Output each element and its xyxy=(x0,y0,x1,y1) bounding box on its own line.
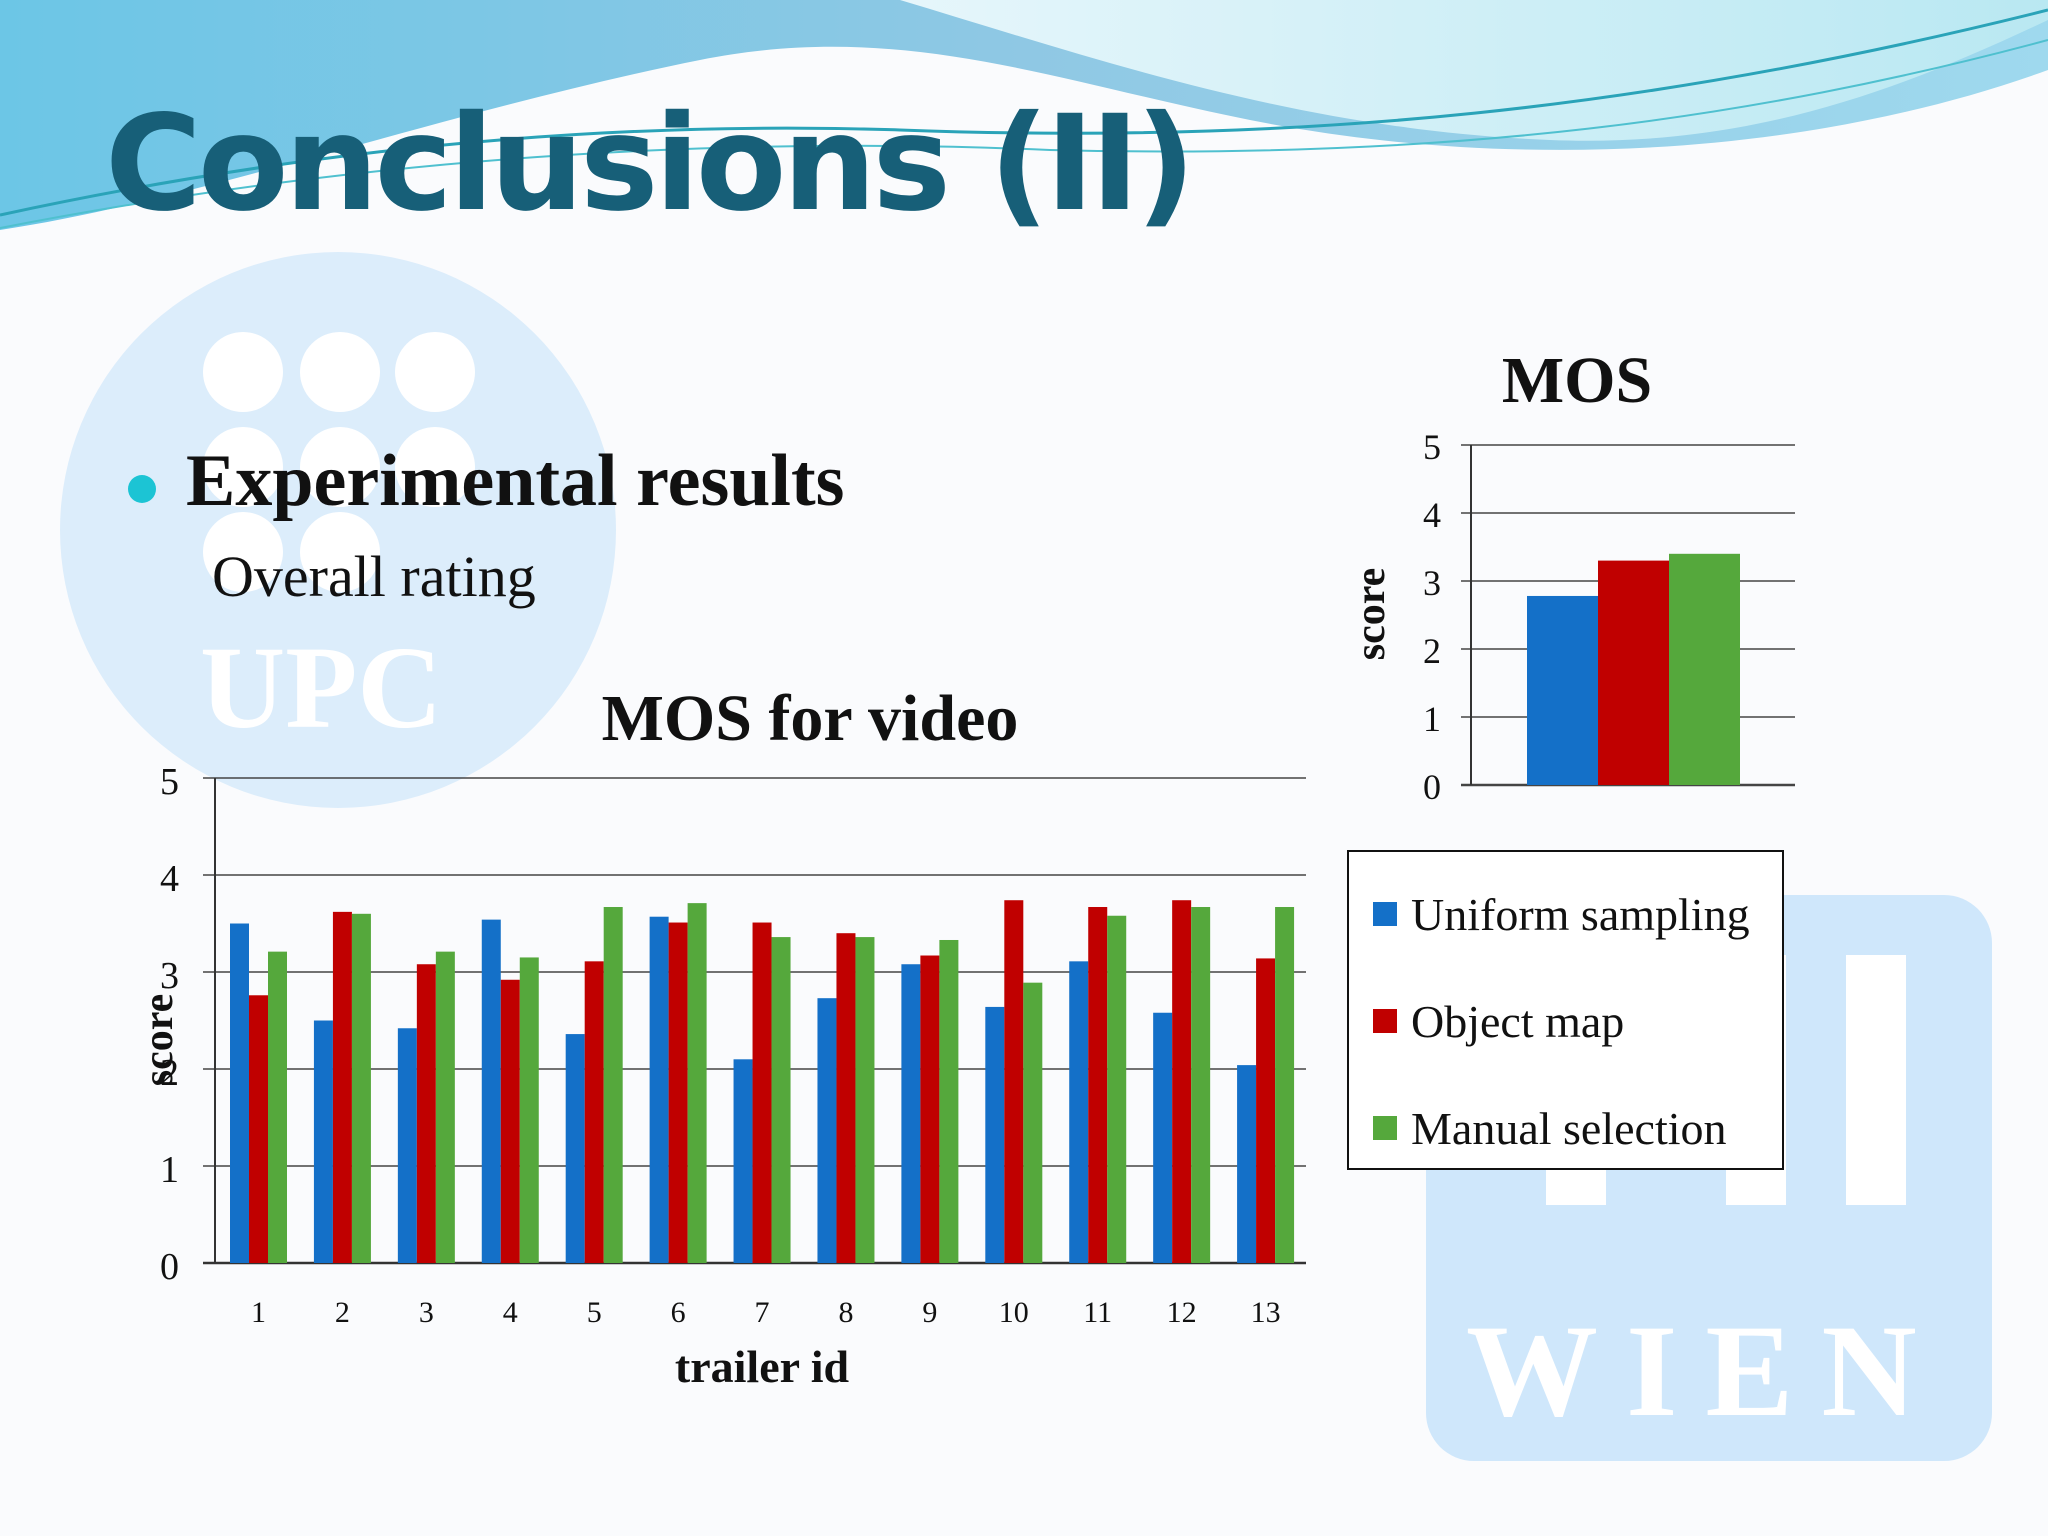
video-bar-object xyxy=(752,922,772,1263)
video-bar-object xyxy=(836,933,856,1263)
video-bar-uniform xyxy=(1069,961,1089,1263)
video-bar-uniform xyxy=(481,919,501,1263)
slide-title: Conclusions (II) xyxy=(105,87,1196,241)
header-wave-decoration xyxy=(0,0,2048,230)
video-xtick-label: 9 xyxy=(922,1296,937,1329)
legend-item-manual: Manual selection xyxy=(1373,1100,1727,1156)
video-xtick-label: 13 xyxy=(1251,1296,1281,1329)
video-bar-manual xyxy=(1107,915,1127,1263)
video-ytick-label: 0 xyxy=(160,1246,179,1288)
video-bar-manual xyxy=(435,951,455,1263)
video-bar-uniform xyxy=(565,1034,585,1263)
video-bar-uniform xyxy=(397,1028,417,1263)
video-bar-object xyxy=(584,961,604,1263)
upc-logo-text: UPC xyxy=(200,622,443,753)
chart-legend: Uniform sampling Object map Manual selec… xyxy=(1347,850,1784,1170)
video-chart-ylabel: score xyxy=(136,994,182,1087)
overall-ytick-label: 3 xyxy=(1423,563,1441,603)
legend-item-object: Object map xyxy=(1373,993,1624,1049)
video-bar-uniform xyxy=(901,964,921,1263)
video-bar-manual xyxy=(519,957,539,1263)
bullet-subtitle: Overall rating xyxy=(212,544,536,609)
video-bar-manual xyxy=(351,913,371,1263)
video-bar-object xyxy=(920,955,940,1263)
video-bar-uniform xyxy=(985,1006,1005,1263)
video-bar-object xyxy=(1256,958,1276,1263)
overall-ytick-label: 5 xyxy=(1423,427,1441,467)
video-bar-manual xyxy=(855,937,875,1263)
video-ytick-label: 3 xyxy=(160,955,179,997)
overall-bar-uniform xyxy=(1527,595,1598,785)
overall-ytick-label: 0 xyxy=(1423,767,1441,807)
legend-label-object: Object map xyxy=(1411,995,1625,1047)
video-ytick-label: 1 xyxy=(160,1149,179,1191)
bullet-heading: Experimental results xyxy=(186,440,845,522)
video-bar-object xyxy=(668,922,688,1263)
video-xtick-label: 11 xyxy=(1083,1296,1112,1329)
video-bar-object xyxy=(249,995,268,1263)
video-xtick-label: 12 xyxy=(1167,1296,1197,1329)
video-bar-uniform xyxy=(733,1059,753,1263)
video-bar-uniform xyxy=(649,916,669,1263)
video-chart-title: MOS for video xyxy=(602,682,1019,755)
video-bar-manual xyxy=(939,939,959,1263)
video-bar-object xyxy=(332,911,352,1263)
tuwien-logo-text: WIEN xyxy=(1466,1297,1945,1444)
video-bar-uniform xyxy=(1153,1012,1173,1263)
overall-ytick-label: 4 xyxy=(1423,495,1441,535)
legend-swatch-object xyxy=(1373,1009,1397,1033)
video-xtick-label: 3 xyxy=(419,1296,434,1329)
upc-logo-watermark: UPC xyxy=(60,252,616,808)
video-ytick-label: 4 xyxy=(160,858,179,900)
video-xtick-label: 6 xyxy=(671,1296,686,1329)
bullet-dot xyxy=(128,475,156,503)
video-bar-uniform xyxy=(1237,1065,1257,1263)
video-bar-manual xyxy=(1191,907,1211,1263)
video-bar-object xyxy=(500,979,520,1263)
video-ytick-label: 2 xyxy=(160,1052,179,1094)
overall-ytick-label: 2 xyxy=(1423,631,1441,671)
video-bar-uniform xyxy=(230,923,249,1263)
video-bar-object xyxy=(1004,900,1024,1263)
legend-label-manual: Manual selection xyxy=(1411,1102,1727,1154)
overall-bar-object xyxy=(1598,560,1669,785)
legend-label-uniform: Uniform sampling xyxy=(1411,888,1750,940)
video-bar-uniform xyxy=(313,1020,333,1263)
overall-chart-ylabel: score xyxy=(1348,568,1394,661)
video-xtick-label: 4 xyxy=(503,1296,518,1329)
video-bar-object xyxy=(416,964,436,1263)
video-xtick-label: 8 xyxy=(838,1296,853,1329)
video-ytick-label: 5 xyxy=(160,761,179,803)
video-xtick-label: 5 xyxy=(587,1296,602,1329)
overall-ytick-label: 1 xyxy=(1423,699,1441,739)
video-xtick-label: 10 xyxy=(999,1296,1029,1329)
video-xtick-label: 2 xyxy=(335,1296,350,1329)
video-bar-object xyxy=(1088,907,1108,1263)
overall-chart-title: MOS xyxy=(1502,344,1652,417)
overall-bar-manual xyxy=(1669,553,1740,785)
video-bar-manual xyxy=(603,907,623,1263)
legend-item-uniform: Uniform sampling xyxy=(1373,886,1750,942)
video-xtick-label: 1 xyxy=(251,1296,266,1329)
video-bar-uniform xyxy=(817,998,837,1263)
video-bar-manual xyxy=(771,937,791,1263)
video-chart-xlabel: trailer id xyxy=(675,1341,850,1392)
legend-swatch-uniform xyxy=(1373,902,1397,926)
video-bar-manual xyxy=(1275,907,1295,1263)
video-bar-manual xyxy=(268,951,287,1263)
video-bar-manual xyxy=(687,903,707,1263)
video-bar-object xyxy=(1172,900,1192,1263)
legend-swatch-manual xyxy=(1373,1116,1397,1140)
video-xtick-label: 7 xyxy=(755,1296,770,1329)
video-bar-manual xyxy=(1023,982,1043,1263)
